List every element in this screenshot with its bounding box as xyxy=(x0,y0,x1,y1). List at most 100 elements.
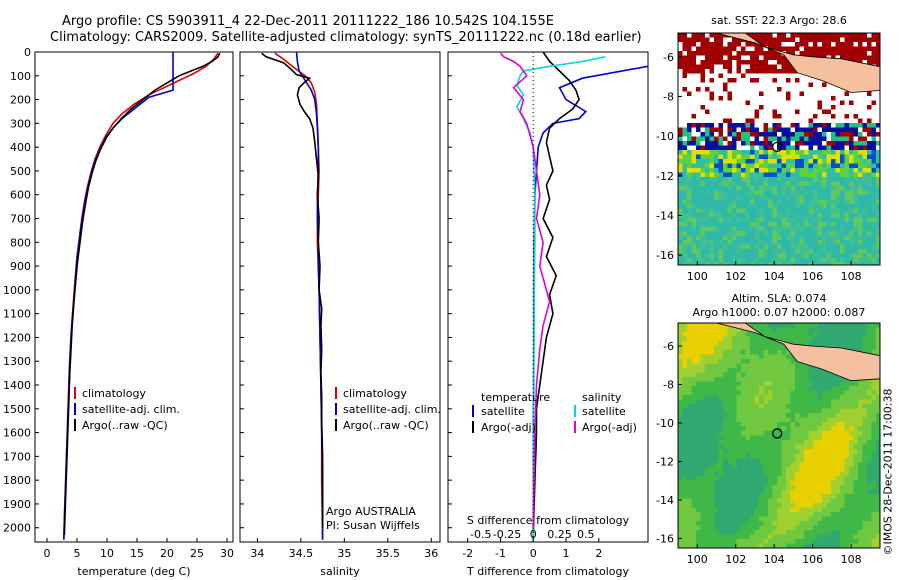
series-line-2-3 xyxy=(499,52,551,528)
legend-label-sdiff-0: satellite xyxy=(582,405,626,418)
ytick-label-600: 600 xyxy=(10,189,31,202)
xtick-label-0-10: 10 xyxy=(100,547,114,560)
panel-frame-1 xyxy=(239,51,441,543)
annotation-argo-australia: Argo AUSTRALIA xyxy=(326,505,416,518)
xtick-label-1-35: 35 xyxy=(337,547,351,560)
ytick-label-1100: 1100 xyxy=(3,308,31,321)
xtick-label-0-0: 0 xyxy=(44,547,51,560)
series-line-1-2 xyxy=(261,52,324,528)
xtick-label-2--1: -1 xyxy=(495,547,506,560)
map-xtick-label-3-100: 100 xyxy=(687,270,708,283)
series-line-2-2 xyxy=(515,56,606,540)
xtick-label-1-36: 36 xyxy=(424,547,438,560)
map-xtick-label-4-100: 100 xyxy=(687,553,708,566)
xtick-label-1-34.5: 34.5 xyxy=(289,547,314,560)
map-xtick-label-4-108: 108 xyxy=(841,553,862,566)
map-ytick-label-4--6: -6 xyxy=(663,340,674,353)
sst-map-title: sat. SST: 22.3 Argo: 28.6 xyxy=(711,14,847,27)
panel-frame-0 xyxy=(34,51,234,543)
ytick-label-700: 700 xyxy=(10,213,31,226)
series-line-1-0 xyxy=(274,52,324,540)
xtick-label-2-0: 0 xyxy=(530,547,537,560)
legend-label-temp-1: satellite-adj. clim. xyxy=(82,403,180,416)
map-xtick-label-3-102: 102 xyxy=(725,270,746,283)
xlabel-temperature: temperature (deg C) xyxy=(77,565,190,578)
header-line1: Argo profile: CS 5903911_4 22-Dec-2011 2… xyxy=(62,14,554,29)
xtick-s-label-3: 0.25 xyxy=(547,528,572,541)
xtick-label-2-1: 1 xyxy=(563,547,570,560)
map-frame-3 xyxy=(677,32,881,266)
series-line-0-2 xyxy=(63,52,221,535)
legend-label-temp-0: climatology xyxy=(82,387,146,400)
legend-label-sal-2: Argo(..raw -QC) xyxy=(343,419,429,432)
ytick-label-1600: 1600 xyxy=(3,427,31,440)
map-frame-4 xyxy=(677,322,881,549)
map-xtick-label-4-102: 102 xyxy=(725,553,746,566)
map-ytick-label-4--16: -16 xyxy=(656,532,674,545)
legend-label-sdiff-1: Argo(-adj) xyxy=(582,421,637,434)
ytick-label-900: 900 xyxy=(10,260,31,273)
xtick-label-0-25: 25 xyxy=(190,547,204,560)
series-line-0-0 xyxy=(63,52,219,540)
sla-map-field xyxy=(678,323,880,548)
xlabel-salinity: salinity xyxy=(320,565,360,578)
ytick-label-800: 800 xyxy=(10,236,31,249)
map-ytick-label-3--8: -8 xyxy=(663,90,674,103)
ytick-label-400: 400 xyxy=(10,141,31,154)
legend-label-sal-1: satellite-adj. clim. xyxy=(343,403,441,416)
legend-title-salinity: salinity xyxy=(582,391,622,404)
map-xtick-label-4-106: 106 xyxy=(802,553,823,566)
land-java-sumatra-3 xyxy=(678,33,880,93)
map-ytick-label-3--14: -14 xyxy=(656,209,674,222)
xtick-s-label-1: -0.25 xyxy=(493,528,521,541)
ytick-label-1200: 1200 xyxy=(3,331,31,344)
legend-label-tdiff-0: satellite xyxy=(481,405,525,418)
xtick-s-label-0: -0.5 xyxy=(470,528,491,541)
land-java-sumatra-4 xyxy=(678,323,880,382)
ytick-label-1500: 1500 xyxy=(3,403,31,416)
sst-map-field xyxy=(678,33,880,265)
ytick-label-2000: 2000 xyxy=(3,522,31,535)
ytick-label-100: 100 xyxy=(10,70,31,83)
argo-position-marker-4 xyxy=(772,428,783,439)
legend-title-temperature: temperature xyxy=(481,391,550,404)
ytick-label-1400: 1400 xyxy=(3,379,31,392)
ytick-label-300: 300 xyxy=(10,117,31,130)
xtick-s-label-2: 0 xyxy=(530,528,537,541)
map-ytick-label-3--16: -16 xyxy=(656,249,674,262)
map-ytick-label-3--10: -10 xyxy=(656,130,674,143)
side-timestamp-label: ©IMOS 28-Dec-2011 17:00:38 xyxy=(881,388,895,556)
legend-label-tdiff-1: Argo(-adj) xyxy=(481,421,536,434)
argo-position-marker-3 xyxy=(772,141,783,153)
legend-label-temp-2: Argo(..raw -QC) xyxy=(82,419,168,432)
xtick-label-0-5: 5 xyxy=(74,547,81,560)
ytick-label-500: 500 xyxy=(10,165,31,178)
map-ytick-label-4--8: -8 xyxy=(663,379,674,392)
ytick-label-1000: 1000 xyxy=(3,284,31,297)
map-ytick-label-3--6: -6 xyxy=(663,51,674,64)
xtick-label-0-20: 20 xyxy=(160,547,174,560)
legend-label-sal-0: climatology xyxy=(343,387,407,400)
sla-map-subtitle: Argo h1000: 0.07 h2000: 0.087 xyxy=(693,306,866,319)
header-line2: Climatology: CARS2009. Satellite-adjuste… xyxy=(50,30,642,45)
map-xtick-label-4-104: 104 xyxy=(764,553,785,566)
xtick-label-2-2: 2 xyxy=(595,547,602,560)
map-ytick-label-4--12: -12 xyxy=(656,455,674,468)
series-line-0-1 xyxy=(63,52,174,540)
ytick-label-1800: 1800 xyxy=(3,474,31,487)
xlabel-t-difference: T difference from climatology xyxy=(466,565,629,578)
xlabel-s-difference: S difference from climatology xyxy=(467,514,630,527)
ytick-label-1900: 1900 xyxy=(3,498,31,511)
map-xtick-label-3-108: 108 xyxy=(841,270,862,283)
map-xtick-label-3-104: 104 xyxy=(764,270,785,283)
xtick-label-1-35.5: 35.5 xyxy=(376,547,401,560)
ytick-label-1300: 1300 xyxy=(3,355,31,368)
sla-map-title: Altim. SLA: 0.074 xyxy=(731,292,826,305)
xtick-label-2--2: -2 xyxy=(462,547,473,560)
ytick-label-1700: 1700 xyxy=(3,450,31,463)
ytick-label-0: 0 xyxy=(24,46,31,59)
annotation-pi-name: PI: Susan Wijffels xyxy=(326,519,420,532)
map-ytick-label-4--14: -14 xyxy=(656,494,674,507)
xtick-s-label-4: 0.5 xyxy=(577,528,595,541)
